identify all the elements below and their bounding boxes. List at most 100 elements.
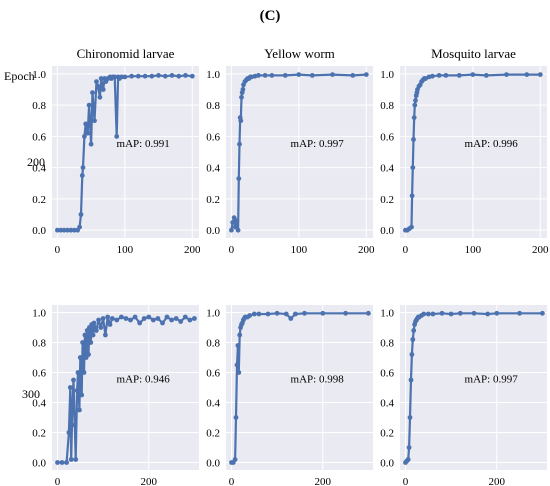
x-tick-label: 100 [465,244,482,256]
data-point [74,388,80,393]
y-tick-label: 1.0 [206,69,220,81]
data-point [232,457,238,462]
data-point [78,212,84,217]
x-tick-label: 0 [229,476,235,486]
x-tick-label: 200 [489,476,506,486]
data-point [81,370,87,375]
data-point [146,314,152,320]
data-point [173,316,179,321]
data-point [240,87,246,92]
data-point [85,130,91,136]
y-tick-label: 1.0 [32,308,46,320]
data-point [233,224,238,230]
x-tick-label: 0 [55,244,61,256]
data-point [439,310,445,316]
data-point [409,352,415,357]
data-point [256,311,262,317]
data-point [129,73,135,79]
x-tick-label: 200 [532,244,549,256]
data-point [293,311,298,317]
data-point [112,74,118,80]
y-tick-label: 0.6 [32,131,46,143]
data-point [256,73,261,78]
data-point [71,227,77,233]
chart-title: Mosquito larvae [431,46,516,61]
data-point [407,415,413,420]
data-point [55,460,60,465]
data-point [109,316,115,321]
y-tick-label: 0.0 [206,458,220,470]
y-tick-label: 0.8 [380,100,394,112]
y-tick-label: 1.0 [32,69,46,81]
data-point [162,73,168,79]
row-header: Epoch [4,69,35,83]
data-point [114,317,120,323]
data-point [408,377,414,383]
data-point [98,76,104,81]
data-point [98,325,104,330]
y-tick-label: 0.4 [206,163,220,175]
data-point [88,141,94,147]
y-tick-label: 0.4 [32,163,46,175]
y-tick-label: 0.0 [32,225,46,237]
x-tick-label: 200 [358,244,375,256]
data-point [122,74,128,80]
row-label: 300 [22,387,40,401]
data-point [135,73,141,79]
data-point [436,73,442,78]
y-tick-label: 1.0 [380,308,394,320]
y-tick-label: 0.6 [380,368,394,380]
data-point [236,176,242,182]
data-point [296,72,302,77]
data-point [64,460,69,465]
y-tick-label: 0.6 [380,131,394,143]
y-tick-label: 0.0 [206,225,220,237]
panel-label: (C) [260,8,281,24]
data-point [363,72,369,77]
data-point [100,87,106,92]
data-point [237,332,243,338]
data-point [483,73,489,78]
data-point [274,310,280,316]
data-point [94,79,99,84]
x-tick-label: 0 [229,244,235,256]
data-point [412,102,418,108]
data-point [80,340,85,345]
data-point [88,340,94,345]
y-tick-label: 0.2 [32,428,46,440]
data-point [366,310,371,316]
data-point [160,320,165,326]
y-tick-label: 0.8 [380,338,394,350]
chart-2: 0.0 0.2 0.4 0.6 0.8 1.0 0 100 200 Yellow worm mAP:… [206,46,375,256]
data-point [75,370,81,375]
data-point [430,311,436,317]
data-point [72,422,78,428]
data-point [237,141,242,147]
data-point [82,332,88,338]
data-point [235,227,241,233]
y-tick-label: 0.4 [380,163,394,175]
data-point [494,310,500,316]
data-point [155,316,161,321]
data-point [537,72,543,77]
y-tick-label: 0.2 [206,194,220,206]
data-point [409,193,415,199]
x-tick-label: 100 [117,244,134,256]
map-annotation: mAP: 0.997 [465,374,519,386]
x-tick-label: 200 [315,476,332,486]
data-point [283,311,289,317]
y-tick-label: 0.8 [32,100,46,112]
map-annotation: mAP: 0.996 [465,138,519,150]
y-tick-label: 0.0 [380,458,394,470]
data-point [524,72,530,77]
data-point [137,320,143,326]
data-point [448,311,454,317]
data-point [71,377,76,383]
map-annotation: mAP: 0.998 [291,374,345,386]
data-point [58,227,64,233]
data-point [430,73,435,79]
x-tick-label: 200 [184,244,201,256]
data-point [164,314,170,320]
y-tick-label: 0.8 [32,338,46,350]
y-tick-label: 0.0 [380,225,394,237]
